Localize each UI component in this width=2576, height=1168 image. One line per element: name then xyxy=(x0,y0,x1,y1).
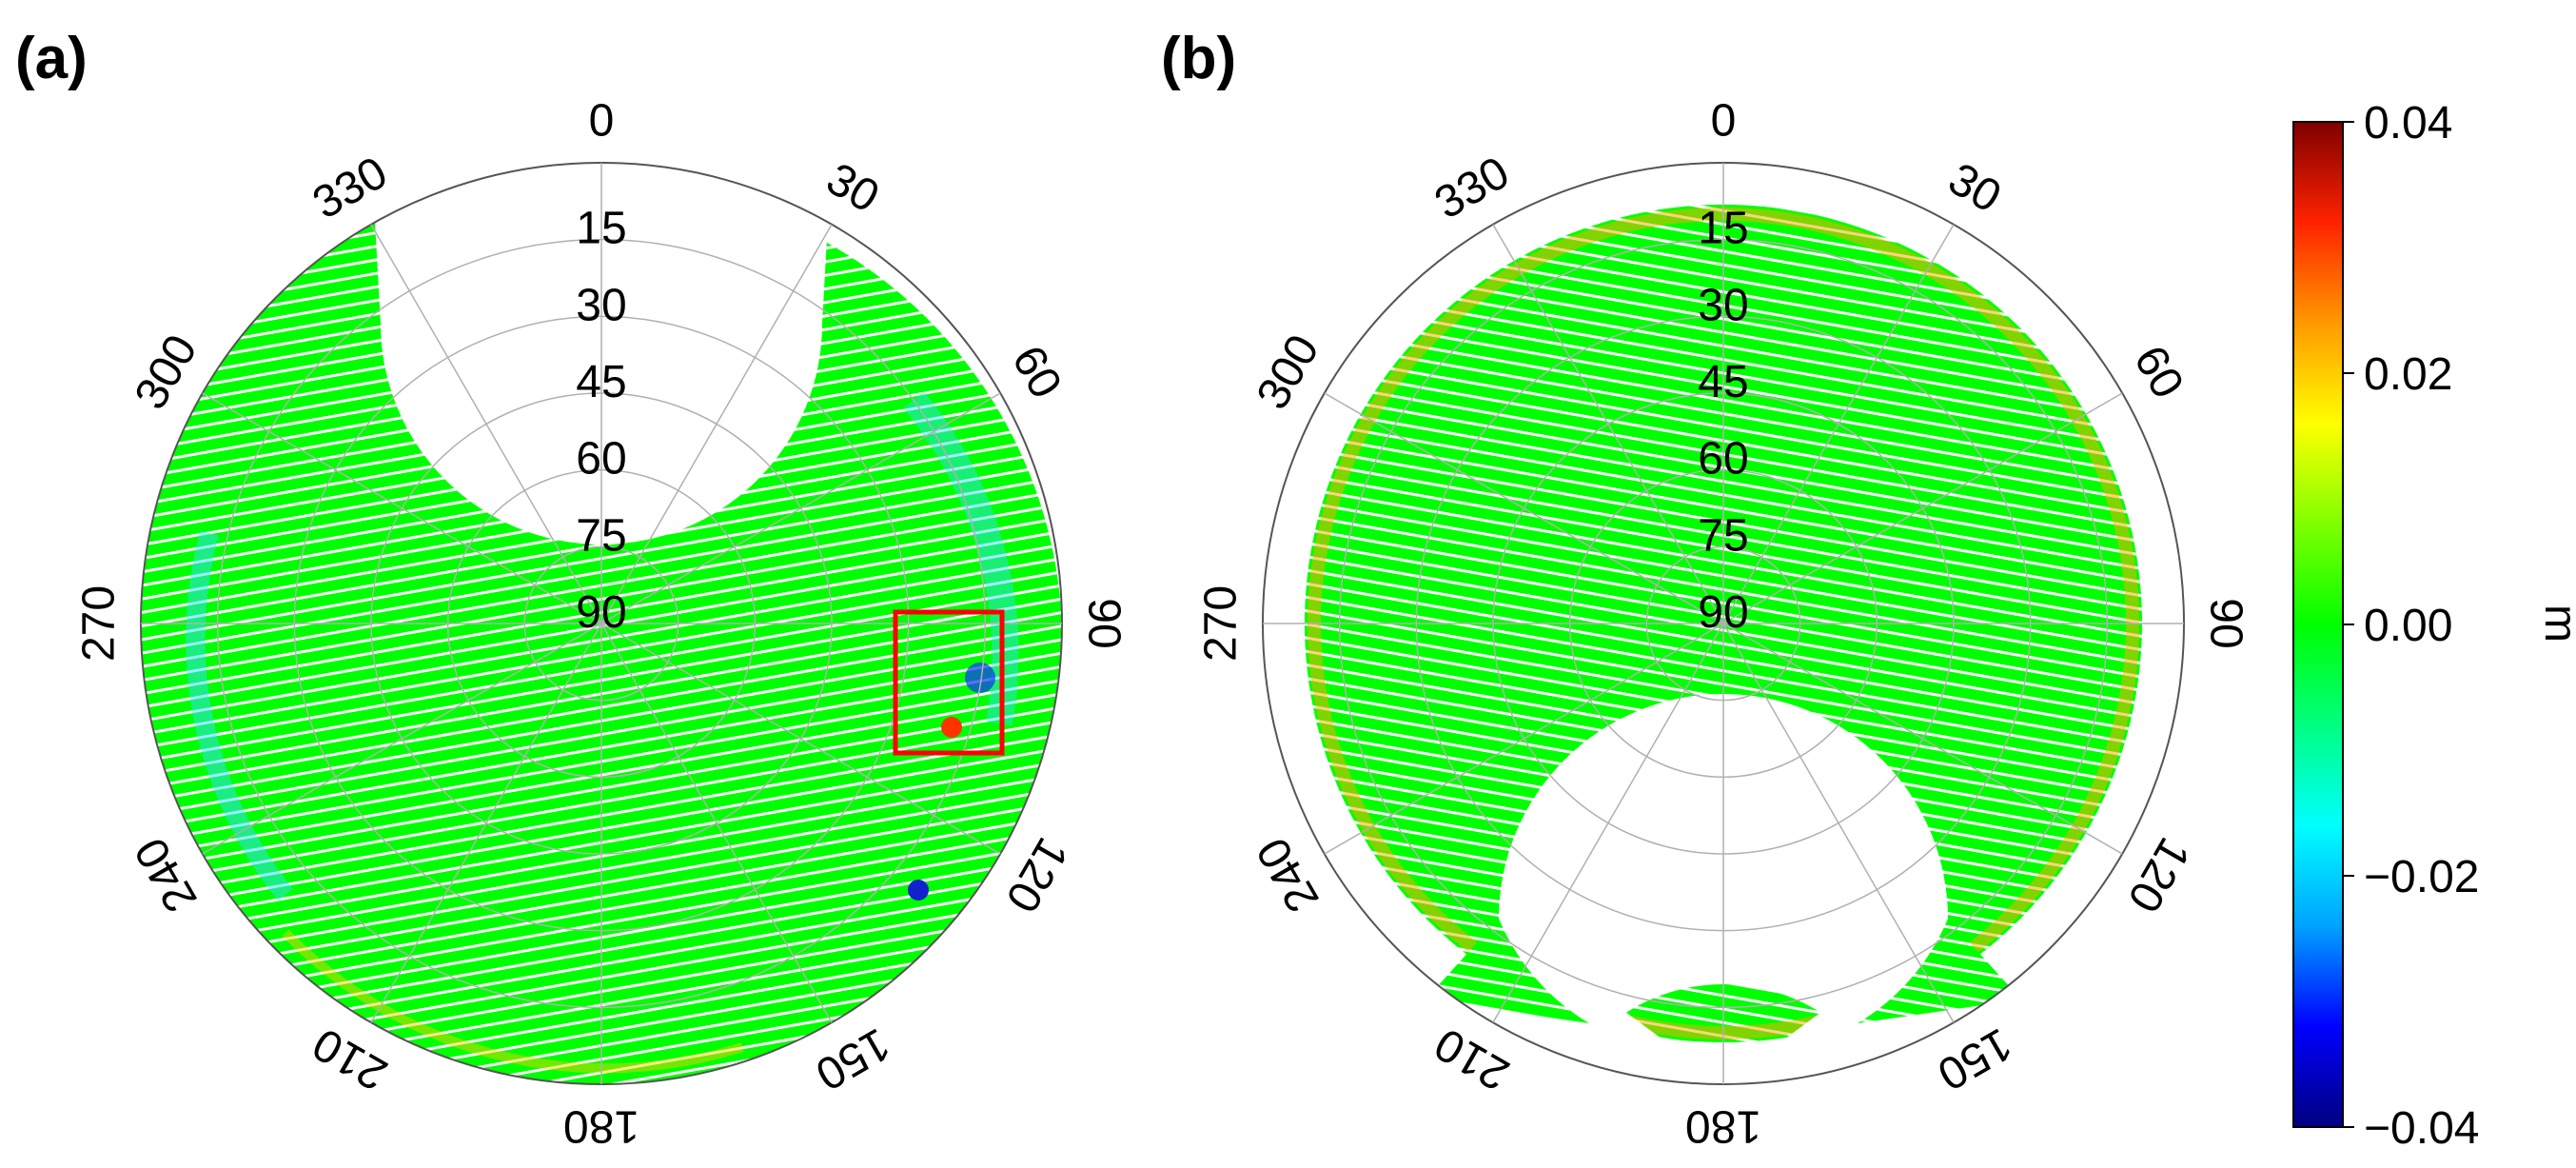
azimuth-grid-line xyxy=(600,392,1001,624)
panel-b-elevation-labels: 15 30 45 60 75 90 xyxy=(1698,204,1748,638)
colorbar: 0.04 0.02 0.00 −0.02 −0.04 m xyxy=(2292,98,2576,1154)
colorbar-tick-label: 0.00 xyxy=(2364,601,2452,651)
azimuth-tick-label: 120 xyxy=(2117,829,2199,921)
panel-a-edge-tone-west xyxy=(186,530,293,901)
colorbar-tick-label: 0.04 xyxy=(2364,98,2452,148)
colorbar-unit: m xyxy=(2535,604,2576,643)
panel-a-anomaly-strong-negative xyxy=(908,880,929,901)
azimuth-tick-label: 330 xyxy=(1426,148,1518,229)
azimuth-tick-label: 300 xyxy=(126,327,207,418)
azimuth-grid-line xyxy=(1324,392,1724,624)
elevation-tick-label: 75 xyxy=(1698,510,1748,561)
azimuth-grid-line xyxy=(1722,224,1955,624)
panel-b-horn-sw xyxy=(1426,919,1589,1023)
azimuth-tick-label: 0 xyxy=(589,96,615,147)
colorbar-tick-label: −0.04 xyxy=(2364,1103,2479,1154)
panel-a-label: (a) xyxy=(15,26,88,91)
colorbar-ticks: 0.04 0.02 0.00 −0.02 −0.04 xyxy=(2343,98,2479,1154)
azimuth-tick-label: 210 xyxy=(305,1018,396,1099)
panel-b-gap-south xyxy=(1408,919,2038,1084)
panel-a-edge-tone-south xyxy=(282,929,744,1074)
colorbar-tick-label: −0.02 xyxy=(2364,852,2479,902)
azimuth-tick-label: 90 xyxy=(2201,598,2252,648)
azimuth-tick-label: 210 xyxy=(1426,1018,1518,1099)
azimuth-tick-label: 60 xyxy=(2124,338,2193,407)
panel-b-horn-se xyxy=(1858,919,2021,1023)
azimuth-grid-line xyxy=(1492,623,1724,1023)
azimuth-tick-label: 330 xyxy=(305,148,396,229)
azimuth-grid-line xyxy=(600,623,1001,855)
elevation-tick-label: 30 xyxy=(576,280,626,330)
azimuth-tick-label: 270 xyxy=(1196,585,1247,662)
azimuth-grid-line xyxy=(202,392,602,624)
azimuth-tick-label: 300 xyxy=(1248,327,1329,418)
elevation-tick-label: 30 xyxy=(1698,280,1748,330)
panel-a: (a) 0 30 60 90 120 150 180 210 240 270 300 330 15 30… xyxy=(15,26,1130,1152)
panel-b-grid xyxy=(1262,162,2185,1085)
panel-b: (b) 0 30 60 90 120 150 180 210 240 270 300 330 15 30… xyxy=(1161,26,2252,1152)
azimuth-tick-label: 150 xyxy=(1929,1018,2020,1099)
azimuth-tick-label: 240 xyxy=(126,829,207,921)
azimuth-tick-label: 180 xyxy=(563,1101,639,1152)
panel-a-highlight-box xyxy=(893,609,1005,756)
azimuth-tick-label: 30 xyxy=(818,153,888,223)
panel-a-anomaly-negative xyxy=(965,663,995,693)
elevation-tick-label: 45 xyxy=(1698,357,1748,407)
azimuth-grid-line xyxy=(1722,623,1955,1023)
elevation-tick-label: 15 xyxy=(576,204,626,254)
azimuth-tick-label: 270 xyxy=(74,585,125,662)
azimuth-grid-line xyxy=(600,623,833,1023)
colorbar-tick-label: 0.02 xyxy=(2364,349,2452,400)
azimuth-grid-line xyxy=(202,623,602,855)
colorbar-bar xyxy=(2292,121,2344,1128)
panel-a-anomaly-positive xyxy=(941,717,962,738)
azimuth-tick-label: 30 xyxy=(1940,153,2010,223)
azimuth-grid-line xyxy=(370,224,602,624)
azimuth-tick-label: 180 xyxy=(1685,1101,1761,1152)
panel-a-data-field xyxy=(141,163,1062,1084)
azimuth-tick-label: 120 xyxy=(995,829,1077,921)
azimuth-grid-line xyxy=(600,224,833,624)
panel-a-grid xyxy=(140,162,1063,1085)
elevation-tick-label: 60 xyxy=(1698,434,1748,485)
azimuth-tick-label: 150 xyxy=(807,1018,898,1099)
azimuth-grid-line xyxy=(1722,623,2123,855)
azimuth-tick-label: 0 xyxy=(1711,96,1737,147)
azimuth-tick-label: 60 xyxy=(1002,338,1072,407)
azimuth-tick-label: 240 xyxy=(1248,829,1329,921)
elevation-tick-label: 75 xyxy=(576,510,626,561)
panel-b-label: (b) xyxy=(1161,26,1236,91)
azimuth-tick-label: 90 xyxy=(1079,598,1130,648)
elevation-tick-label: 15 xyxy=(1698,204,1748,254)
elevation-tick-label: 90 xyxy=(1698,587,1748,638)
elevation-tick-label: 90 xyxy=(576,587,626,638)
azimuth-grid-line xyxy=(370,623,602,1023)
azimuth-grid-line xyxy=(1324,623,1724,855)
azimuth-grid-line xyxy=(1722,392,2123,624)
panel-a-edge-tone-east xyxy=(903,391,1019,726)
azimuth-grid-line xyxy=(1492,224,1724,624)
elevation-tick-label: 45 xyxy=(576,357,626,407)
elevation-tick-label: 60 xyxy=(576,434,626,485)
panel-a-elevation-labels: 15 30 45 60 75 90 xyxy=(576,204,626,638)
